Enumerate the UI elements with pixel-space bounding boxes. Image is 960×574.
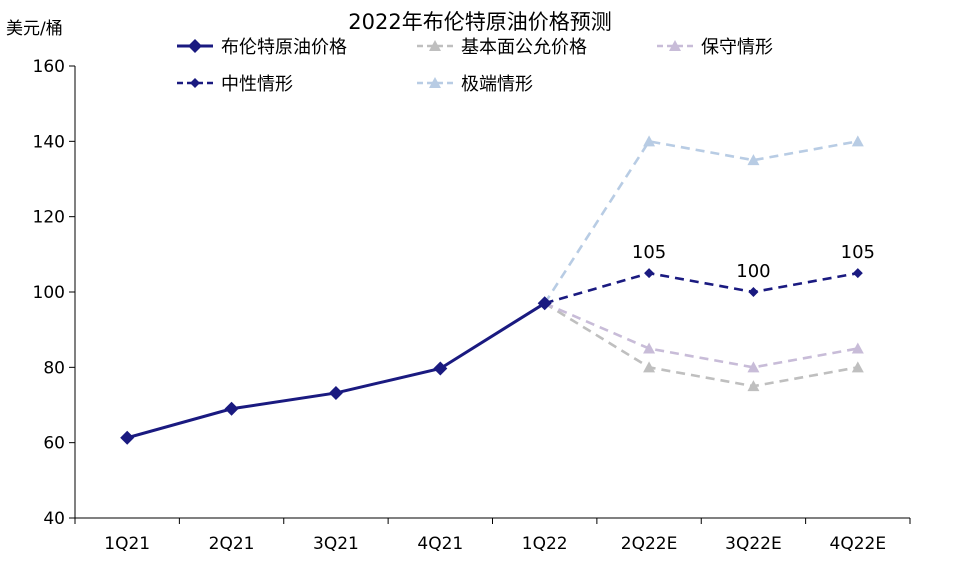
legend-label: 布伦特原油价格 xyxy=(221,37,347,58)
legend-swatch xyxy=(417,40,453,51)
y-tick-label: 60 xyxy=(43,434,65,454)
series-3-point xyxy=(852,268,863,279)
legend-swatch xyxy=(657,40,693,51)
x-tick-label: 1Q21 xyxy=(104,534,150,554)
x-tick-label: 1Q22 xyxy=(522,534,568,554)
legend-label: 极端情形 xyxy=(461,74,533,95)
series-1-point xyxy=(851,361,864,373)
series-2-point xyxy=(747,361,760,373)
legend-label: 保守情形 xyxy=(701,37,773,58)
legend-label: 中性情形 xyxy=(221,74,293,95)
legend-swatch xyxy=(177,78,213,88)
series-1-point xyxy=(643,361,656,373)
series-4-point xyxy=(851,135,864,147)
legend-label: 基本面公允价格 xyxy=(461,37,587,58)
series-line-2 xyxy=(544,302,859,369)
series-0-point xyxy=(433,361,448,376)
chart-title: 2022年布伦特原油价格预测 xyxy=(348,10,612,34)
series-2-point xyxy=(643,342,656,354)
x-tick-label: 4Q21 xyxy=(417,534,463,554)
x-tick-label: 2Q21 xyxy=(209,534,255,554)
y-tick-label: 120 xyxy=(33,208,65,228)
x-tick-label: 4Q22E xyxy=(830,534,887,554)
legend-swatch xyxy=(417,77,453,88)
x-tick-label: 2Q22E xyxy=(621,534,678,554)
legend-item: 基本面公允价格 xyxy=(415,33,587,59)
legend-item: 布伦特原油价格 xyxy=(175,33,347,59)
series-2-point xyxy=(851,342,864,354)
legend-item: 极端情形 xyxy=(415,70,533,96)
x-tick-label: 3Q22E xyxy=(725,534,782,554)
legend-item: 保守情形 xyxy=(655,33,773,59)
series-3-point xyxy=(644,268,655,279)
data-label: 105 xyxy=(632,242,666,263)
series-0-point xyxy=(328,385,343,400)
series-0-point xyxy=(120,430,135,445)
y-tick-label: 40 xyxy=(43,509,65,529)
y-tick-label: 80 xyxy=(43,358,65,378)
series-4-point xyxy=(747,154,760,166)
series-4-point xyxy=(643,135,656,147)
legend-item: 中性情形 xyxy=(175,70,293,96)
data-label: 100 xyxy=(736,261,770,282)
series-0-point xyxy=(224,401,239,416)
data-label: 105 xyxy=(841,242,875,263)
y-tick-label: 140 xyxy=(33,132,65,152)
y-axis-unit-label: 美元/桶 xyxy=(6,19,63,39)
series-line-3 xyxy=(544,271,859,305)
series-0-point xyxy=(537,296,552,311)
x-tick-label: 3Q21 xyxy=(313,534,359,554)
series-3-point xyxy=(748,287,759,297)
legend-swatch xyxy=(177,39,213,53)
series-line-1 xyxy=(544,302,859,388)
series-1-point xyxy=(747,380,760,392)
y-tick-label: 100 xyxy=(33,283,65,303)
y-tick-label: 160 xyxy=(33,57,65,77)
series-line-0 xyxy=(126,302,546,440)
series-line-4 xyxy=(543,139,859,305)
